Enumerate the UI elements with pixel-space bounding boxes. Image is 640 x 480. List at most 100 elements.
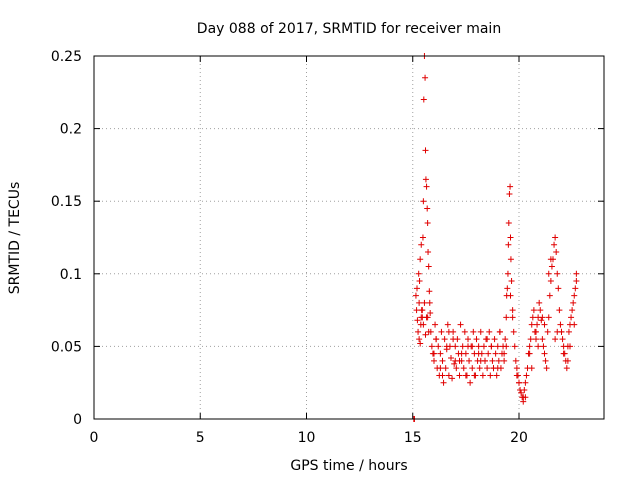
data-point: [423, 314, 430, 321]
data-point: [554, 270, 561, 277]
data-point: [485, 350, 492, 357]
data-point: [534, 321, 541, 328]
data-point: [425, 328, 432, 335]
data-point: [443, 343, 450, 350]
data-point: [569, 307, 576, 314]
data-point: [484, 336, 491, 343]
data-point: [416, 299, 423, 306]
data-point: [479, 372, 486, 379]
data-point: [425, 263, 432, 270]
data-point: [433, 336, 440, 343]
data-point: [421, 299, 428, 306]
data-point: [533, 328, 539, 335]
data-point: [536, 299, 543, 306]
data-point: [544, 328, 551, 335]
data-point: [475, 350, 482, 357]
data-point: [452, 357, 459, 364]
data-point: [512, 357, 519, 364]
data-point: [486, 328, 493, 335]
data-point: [521, 386, 528, 393]
data-point: [518, 389, 525, 396]
data-point: [415, 328, 422, 335]
data-point: [492, 350, 499, 357]
data-point: [412, 292, 419, 299]
data-point: [420, 198, 427, 205]
data-point: [473, 336, 480, 343]
data-point: [541, 321, 548, 328]
data-point: [530, 307, 537, 314]
x-tick-label: 20: [510, 430, 528, 446]
data-point: [451, 360, 458, 367]
data-point: [441, 336, 448, 343]
data-point: [471, 372, 478, 379]
y-tick-label: 0.05: [51, 339, 82, 355]
data-point: [564, 357, 571, 364]
data-point: [510, 328, 517, 335]
data-point: [484, 365, 491, 372]
data-point: [567, 343, 573, 350]
data-point: [565, 328, 572, 335]
data-point: [416, 278, 423, 285]
data-point: [432, 321, 439, 328]
data-point: [426, 299, 433, 306]
data-point: [453, 365, 460, 372]
data-point: [504, 285, 511, 292]
x-tick-label: 15: [404, 430, 422, 446]
data-point: [537, 307, 544, 314]
data-point: [543, 365, 550, 372]
data-point: [503, 343, 510, 350]
data-point: [477, 328, 484, 335]
data-point: [572, 285, 579, 292]
data-point: [507, 292, 514, 299]
data-point: [440, 379, 447, 386]
y-tick-label: 0.15: [51, 194, 82, 210]
data-point: [539, 336, 546, 343]
data-point: [439, 357, 446, 364]
data-point: [422, 331, 429, 338]
axes: 0 5 10 15 20 0 0.05 0.1 0.15 0.2 0.25: [51, 49, 605, 446]
data-point: [427, 310, 434, 317]
data-point: [462, 372, 469, 379]
data-point: [457, 321, 464, 328]
data-point: [414, 285, 420, 292]
data-point: [422, 176, 429, 183]
grid-lines: [94, 56, 604, 419]
data-point: [419, 234, 426, 241]
data-point: [439, 372, 446, 379]
data-point: [418, 314, 425, 321]
data-point: [522, 379, 529, 386]
y-tick-label: 0.2: [60, 122, 82, 138]
data-point: [505, 241, 512, 248]
data-point: [542, 357, 549, 364]
data-point: [507, 256, 514, 263]
data-point: [496, 328, 503, 335]
chart-title: Day 088 of 2017, SRMTID for receiver mai…: [197, 21, 501, 37]
x-tick-label: 5: [196, 430, 205, 446]
data-point: [540, 343, 547, 350]
data-point: [491, 336, 498, 343]
y-tick-label: 0.1: [60, 267, 82, 283]
data-point: [507, 234, 514, 241]
data-point: [465, 336, 471, 343]
data-point: [477, 357, 484, 364]
data-point: [456, 372, 463, 379]
data-point: [460, 365, 467, 372]
data-point: [449, 375, 456, 382]
data-point: [488, 343, 495, 350]
data-point: [523, 372, 530, 379]
data-point: [528, 365, 535, 372]
x-axis-label: GPS time / hours: [290, 458, 407, 474]
data-point: [493, 372, 500, 379]
data-point: [503, 314, 510, 321]
data-point: [422, 147, 429, 154]
data-point: [425, 249, 432, 256]
data-point: [547, 278, 554, 285]
data-point: [570, 299, 577, 306]
data-point: [422, 74, 429, 81]
data-point: [516, 379, 522, 386]
data-point: [419, 307, 426, 314]
data-point: [489, 357, 496, 364]
data-point: [445, 328, 452, 335]
data-point: [509, 307, 516, 314]
